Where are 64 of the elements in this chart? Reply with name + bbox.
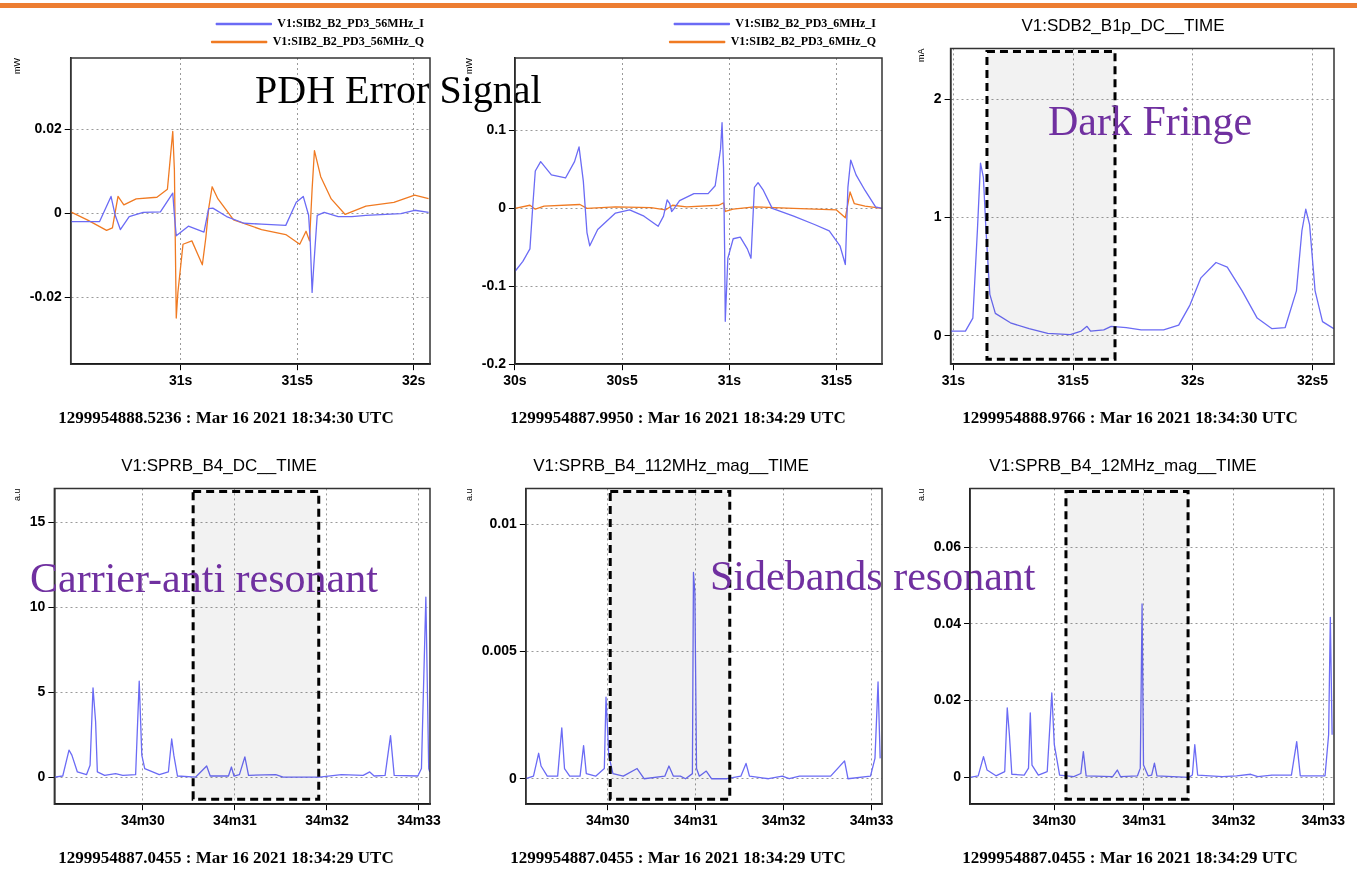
chart-title: V1:SDB2_B1p_DC__TIME (1021, 15, 1225, 35)
x-tick-label: 30s (503, 372, 527, 389)
y-tick-label: 10 (29, 598, 46, 615)
legend-label: V1:SIB2_B2_PD3_56MHz_Q (272, 34, 425, 49)
x-tick-label: 34m31 (213, 812, 257, 829)
annotation: Dark Fringe (1048, 98, 1253, 144)
x-tick-label: 34m32 (761, 812, 806, 829)
x-tick-label: 34m31 (1122, 812, 1166, 829)
y-tick-label: 0.06 (933, 537, 962, 554)
x-tick-label: 34m33 (849, 812, 894, 829)
y-tick-label: 0 (37, 767, 46, 784)
x-tick-label: 34m32 (1211, 812, 1256, 829)
y-tick-label: 0.005 (481, 642, 518, 659)
text: 1299954887.0455 : Mar 16 2021 18:34:29 UTC (961, 848, 1299, 868)
x-tick-label: 34m33 (397, 812, 441, 829)
y-tick-label: -0.02 (29, 287, 62, 304)
legend-label: V1:SIB2_B2_PD3_6MHz_I (735, 16, 877, 31)
x-tick-label: 32s5 (1296, 372, 1329, 389)
y-tick-label: 0 (498, 199, 507, 216)
chart-title: V1:SPRB_B4_112MHz_mag__TIME (533, 455, 809, 475)
chart-title: V1:SPRB_B4_DC__TIME (121, 455, 317, 475)
y-tick-label: 2 (933, 90, 942, 107)
x-tick-label: 30s5 (606, 372, 638, 389)
y-tick-label: 1 (933, 208, 942, 225)
y-tick-label: 0.04 (933, 614, 962, 631)
x-tick-label: 34m33 (1301, 812, 1346, 829)
x-tick-label: 31s (941, 372, 966, 389)
text: 1299954887.9950 : Mar 16 2021 18:34:29 UTC (509, 408, 847, 428)
y-axis-title: mA (915, 48, 926, 62)
x-tick-label: 34m30 (1032, 812, 1077, 829)
legend-label: V1:SIB2_B2_PD3_56MHz_I (277, 16, 425, 31)
text: 1299954888.9766 : Mar 16 2021 18:34:30 UTC (961, 408, 1299, 428)
y-tick-label: -0.1 (481, 277, 507, 294)
y-tick-label: 0 (53, 204, 62, 221)
x-tick-label: 34m32 (305, 812, 349, 829)
x-tick-label: 31s5 (281, 372, 313, 389)
x-tick-label: 32s (1181, 372, 1205, 389)
y-tick-label: 0.02 (34, 120, 62, 137)
x-tick-label: 34m31 (673, 812, 718, 829)
y-tick-label: 0.01 (489, 514, 518, 531)
text: 1299954887.0455 : Mar 16 2021 18:34:29 UTC (57, 848, 395, 868)
text: 1299954888.5236 : Mar 16 2021 18:34:30 UTC (57, 408, 395, 428)
y-axis-title: a.u (915, 488, 926, 501)
text: 1299954887.0455 : Mar 16 2021 18:34:29 UTC (509, 848, 847, 868)
x-tick-label: 34m30 (585, 812, 630, 829)
y-tick-label: 0 (953, 768, 962, 785)
chart-title: V1:SPRB_B4_12MHz_mag__TIME (989, 455, 1257, 475)
x-tick-label: 31s (169, 372, 193, 389)
y-axis-title: a.u (11, 488, 22, 501)
x-tick-label: 32s (402, 372, 426, 389)
y-tick-label: 5 (37, 683, 46, 699)
y-tick-label: -0.2 (481, 355, 507, 372)
y-tick-label: 0.1 (486, 121, 507, 138)
x-tick-label: 34m30 (121, 812, 165, 829)
y-tick-label: 0.02 (933, 691, 962, 708)
x-tick-label: 31s5 (820, 372, 853, 389)
x-tick-label: 31s (717, 372, 742, 389)
y-axis-title: mW (11, 57, 22, 74)
x-tick-label: 31s5 (1057, 372, 1089, 389)
y-axis-title: a.u (463, 488, 474, 501)
y-tick-label: 15 (29, 513, 46, 530)
legend-label: V1:SIB2_B2_PD3_6MHz_Q (730, 34, 877, 49)
y-tick-label: 0 (933, 326, 942, 343)
y-tick-label: 0 (509, 769, 518, 786)
